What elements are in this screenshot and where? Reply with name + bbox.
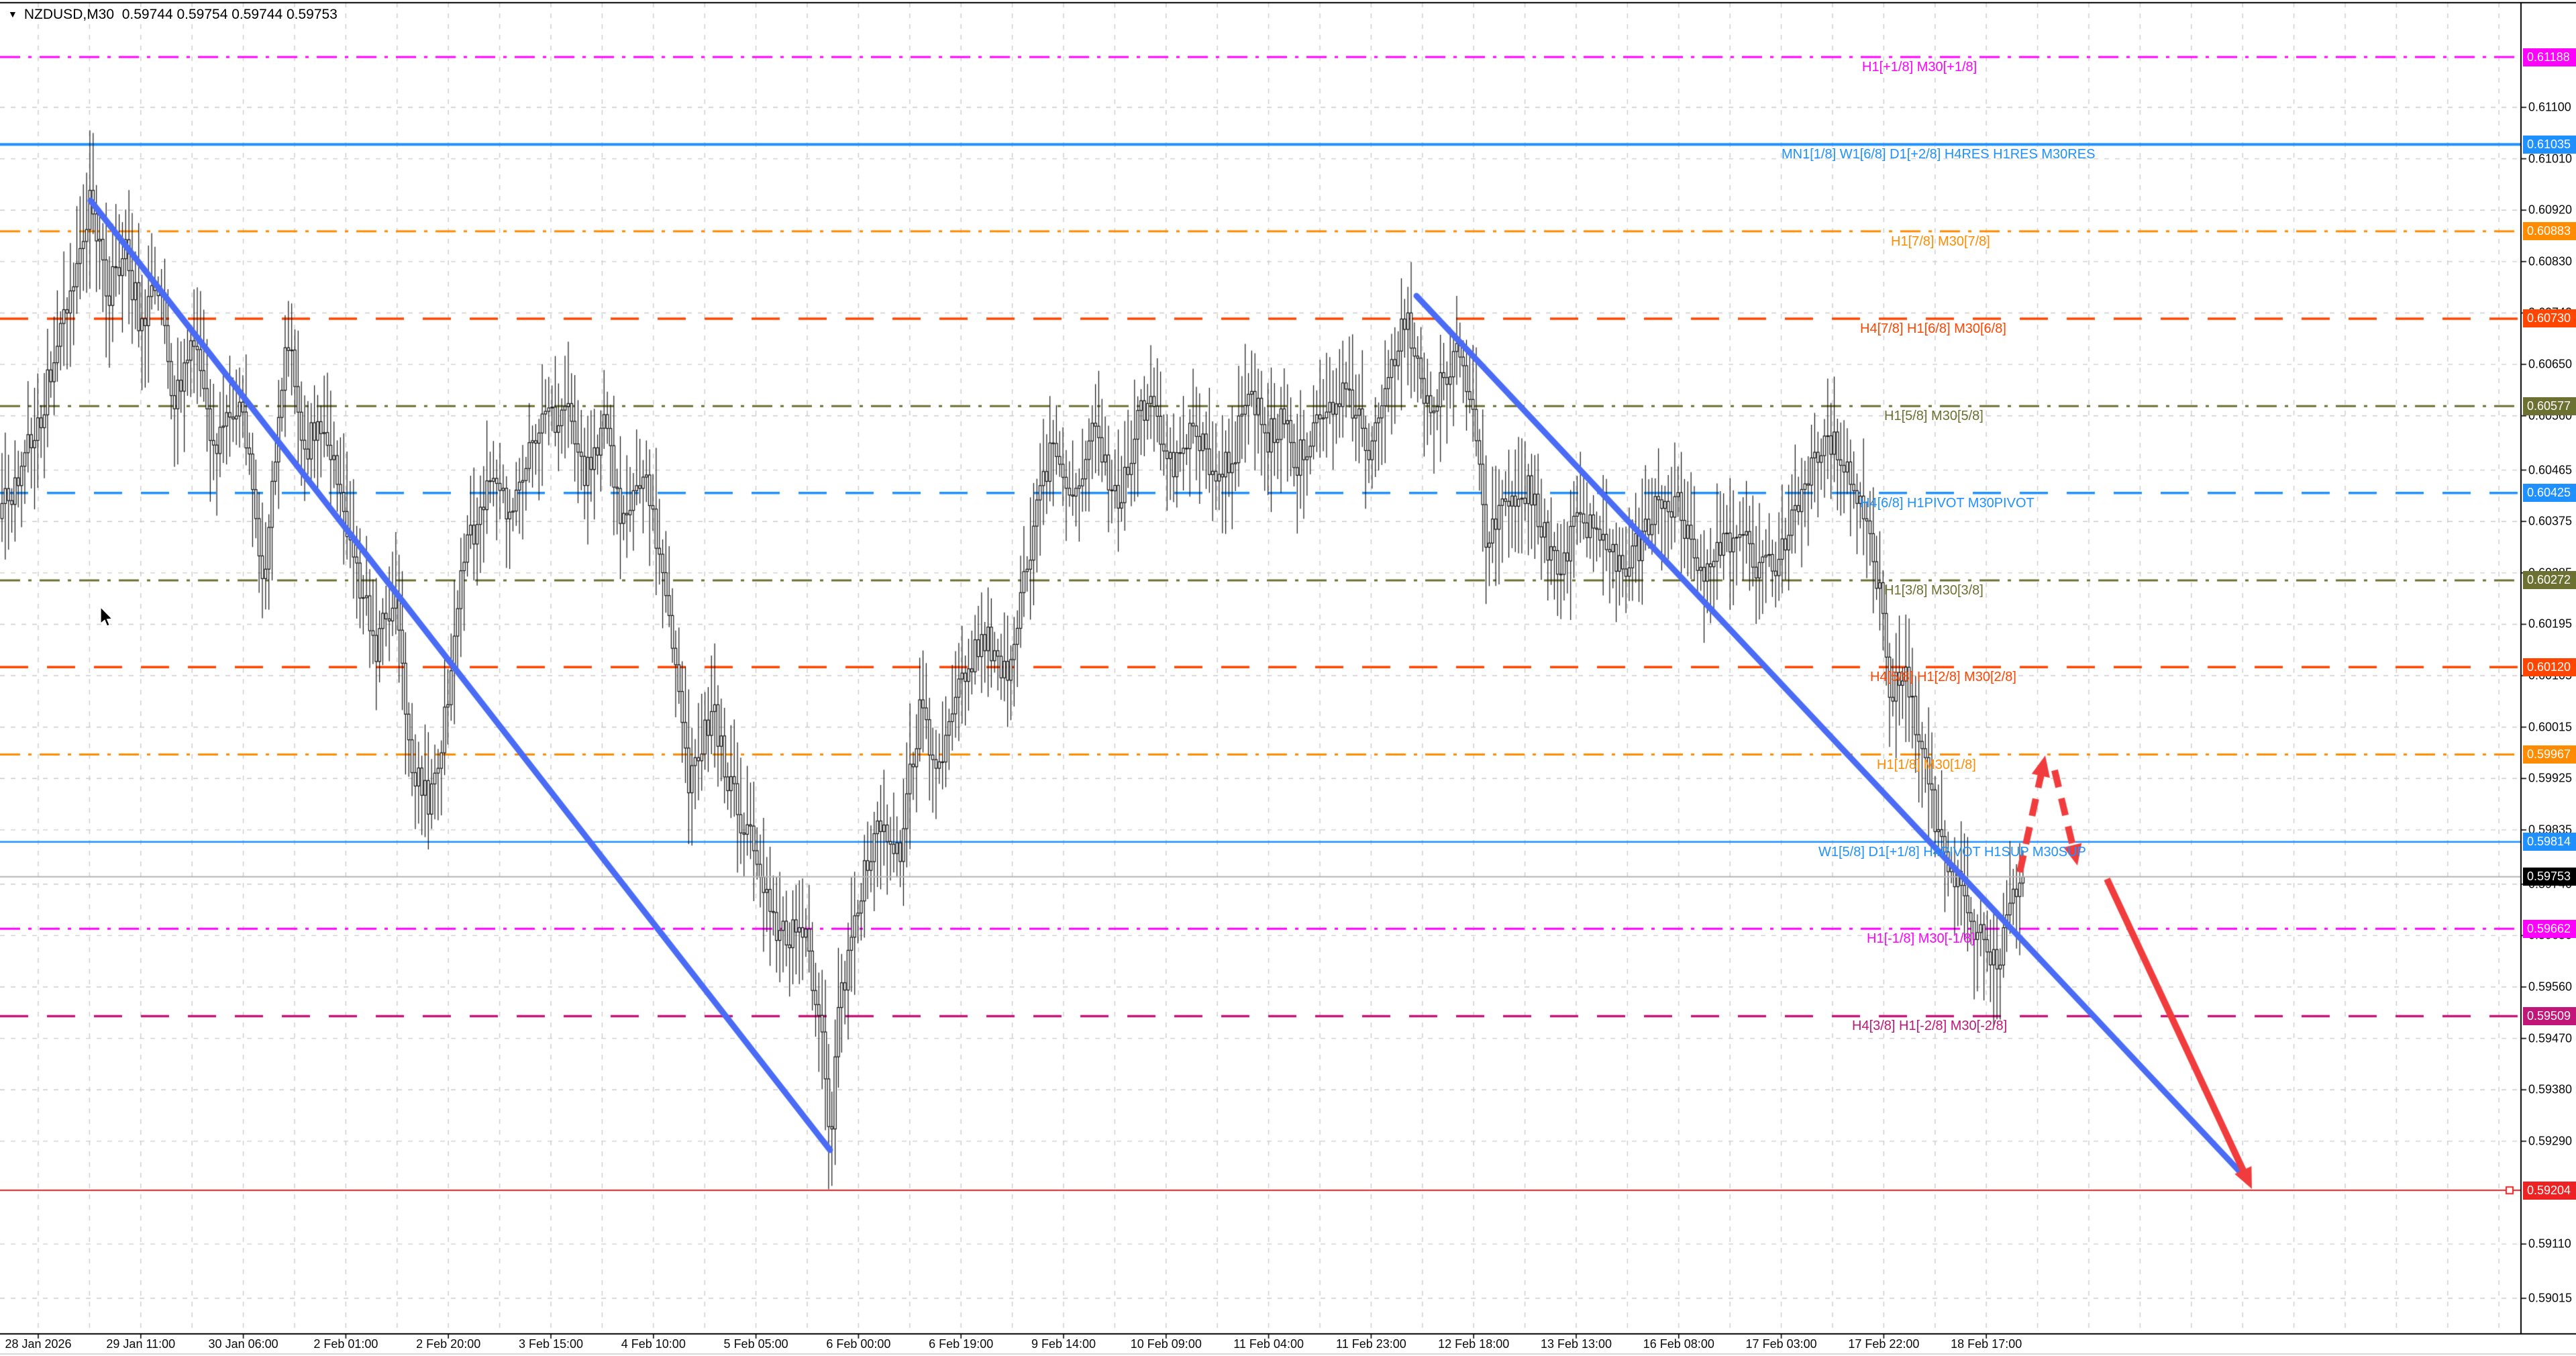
chart-title: ▼ NZDUSD,M30 0.59744 0.59754 0.59744 0.59… — [8, 7, 338, 23]
price-tick-label: 0.61010 — [2528, 152, 2573, 166]
price-tick-label: 0.59560 — [2528, 980, 2573, 994]
level-label: H4[5/8] H1[2/8] M30[2/8] — [1870, 670, 2016, 685]
time-axis-label: 11 Feb 23:00 — [1336, 1337, 1406, 1351]
price-level-badge: 0.59662 — [2523, 919, 2576, 938]
level-label: H1[3/8] M30[3/8] — [1884, 582, 1983, 598]
price-tick-label: 0.59290 — [2528, 1134, 2573, 1148]
level-label: H1[7/8] M30[7/8] — [1891, 233, 1990, 249]
time-axis-label: 17 Feb 22:00 — [1848, 1337, 1920, 1351]
time-axis-label: 5 Feb 05:00 — [723, 1337, 788, 1351]
time-axis-label: 10 Feb 09:00 — [1130, 1337, 1202, 1351]
price-level-badge: 0.59204 — [2523, 1181, 2576, 1200]
price-tick-label: 0.59110 — [2528, 1237, 2571, 1251]
current-price-badge: 0.59753 — [2523, 868, 2576, 886]
level-label: H4[3/8] H1[-2/8] M30[-2/8] — [1852, 1019, 2008, 1034]
price-tick-label: 0.60015 — [2528, 720, 2573, 734]
price-tick-label: 0.61100 — [2528, 100, 2571, 114]
level-label: H1[5/8] M30[5/8] — [1884, 409, 1983, 424]
time-axis-label: 18 Feb 17:00 — [1951, 1337, 2022, 1351]
price-tick-label: 0.60830 — [2528, 254, 2573, 268]
symbol-period-label: NZDUSD,M30 — [23, 7, 115, 22]
price-level-badge: 0.59967 — [2523, 745, 2576, 764]
time-axis-label: 9 Feb 14:00 — [1031, 1337, 1096, 1351]
ohlc-quote-values: 0.59744 0.59754 0.59744 0.59753 — [121, 7, 338, 22]
price-tick-label: 0.59925 — [2528, 771, 2573, 785]
level-label: H4[6/8] H1PIVOT M30PIVOT — [1860, 495, 2034, 511]
time-axis-label: 30 Jan 06:00 — [208, 1337, 278, 1351]
price-level-badge: 0.60883 — [2523, 222, 2576, 241]
time-axis-label: 17 Feb 03:00 — [1745, 1337, 1817, 1351]
price-tick-label: 0.60195 — [2528, 617, 2573, 631]
symbol-dropdown-icon[interactable]: ▼ — [8, 9, 17, 19]
time-axis-label: 4 Feb 10:00 — [621, 1337, 686, 1351]
price-tick-label: 0.59015 — [2528, 1291, 2573, 1305]
time-axis-label: 16 Feb 08:00 — [1643, 1337, 1714, 1351]
price-tick-label: 0.60465 — [2528, 463, 2573, 477]
price-level-badge: 0.61188 — [2523, 48, 2576, 66]
level-label: H1[-1/8] M30[-1/8] — [1867, 931, 1975, 947]
time-axis-label: 2 Feb 20:00 — [416, 1337, 481, 1351]
time-axis-label: 29 Jan 11:00 — [106, 1337, 176, 1351]
time-axis-label: 6 Feb 00:00 — [826, 1337, 891, 1351]
time-axis-label: 3 Feb 15:00 — [518, 1337, 584, 1351]
time-axis-label: 28 Jan 2026 — [5, 1337, 72, 1351]
price-level-badge: 0.60120 — [2523, 658, 2576, 676]
price-level-badge: 0.60730 — [2523, 309, 2576, 328]
price-level-badge: 0.61035 — [2523, 135, 2576, 154]
price-tick-label: 0.60920 — [2528, 203, 2573, 217]
price-level-badge: 0.60272 — [2523, 571, 2576, 590]
time-axis-label: 6 Feb 19:00 — [929, 1337, 994, 1351]
time-axis-label: 12 Feb 18:00 — [1438, 1337, 1510, 1351]
mouse-cursor-icon — [101, 607, 113, 627]
price-level-badge: 0.60577 — [2523, 397, 2576, 415]
price-tick-label: 0.59470 — [2528, 1031, 2573, 1045]
time-axis-label: 13 Feb 13:00 — [1540, 1337, 1612, 1351]
price-tick-label: 0.60375 — [2528, 514, 2573, 528]
time-axis-label: 2 Feb 01:00 — [313, 1337, 378, 1351]
level-label: W1[5/8] D1[+1/8] H4PIVOT H1SUP M30SUP — [1818, 844, 2086, 859]
price-level-badge: 0.59814 — [2523, 833, 2576, 851]
price-tick-label: 0.59380 — [2528, 1082, 2573, 1096]
price-level-badge: 0.60425 — [2523, 484, 2576, 503]
level-label: H1[1/8] M30[1/8] — [1877, 757, 1976, 772]
price-tick-label: 0.60650 — [2528, 357, 2573, 371]
price-level-badge: 0.59509 — [2523, 1006, 2576, 1025]
time-axis-label: 11 Feb 04:00 — [1233, 1337, 1304, 1351]
level-label: H4[7/8] H1[6/8] M30[6/8] — [1860, 321, 2006, 336]
level-label: MN1[1/8] W1[6/8] D1[+2/8] H4RES H1RES M3… — [1782, 147, 2096, 162]
level-label: H1[+1/8] M30[+1/8] — [1862, 60, 1977, 75]
